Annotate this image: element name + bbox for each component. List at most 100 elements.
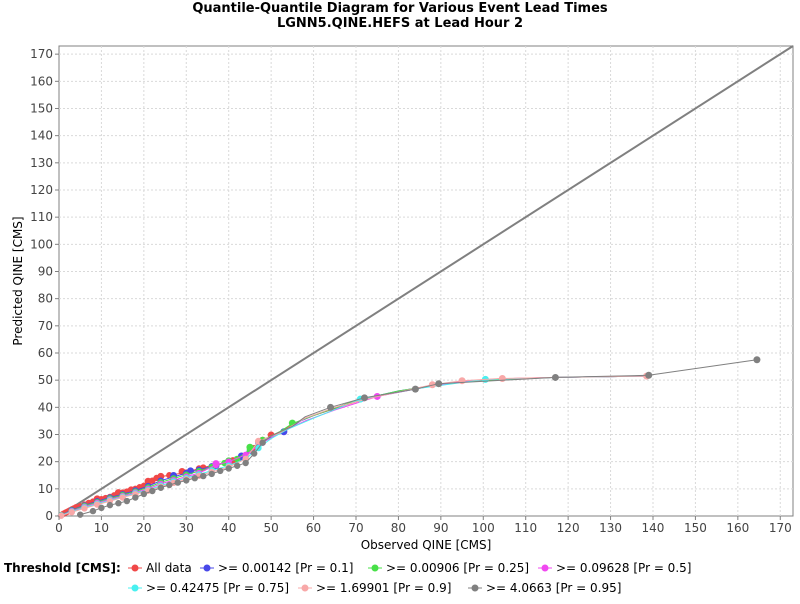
legend-label: >= 0.00142 [Pr = 0.1] bbox=[218, 561, 353, 575]
data-point bbox=[68, 508, 75, 516]
data-point bbox=[246, 443, 254, 451]
legend-label: >= 0.42475 [Pr = 0.75] bbox=[146, 581, 289, 595]
x-tick-label: 10 bbox=[94, 521, 109, 535]
x-tick-label: 30 bbox=[179, 521, 194, 535]
legend-item: All data bbox=[128, 561, 192, 575]
series-layer bbox=[57, 356, 761, 519]
x-tick-label: 110 bbox=[514, 521, 537, 535]
data-point bbox=[81, 505, 88, 512]
legend-label: >= 0.09628 [Pr = 0.5] bbox=[556, 561, 691, 575]
legend-marker bbox=[541, 564, 549, 572]
y-tick-label: 140 bbox=[30, 129, 53, 143]
y-tick-label: 0 bbox=[45, 509, 53, 523]
legend-item: >= 0.00906 [Pr = 0.25] bbox=[368, 561, 529, 575]
legend-title: Threshold [CMS]: bbox=[4, 561, 121, 575]
y-tick-label: 110 bbox=[30, 210, 53, 224]
legend-item: >= 1.69901 [Pr = 0.9] bbox=[298, 581, 451, 595]
x-tick-label: 90 bbox=[433, 521, 448, 535]
data-point bbox=[233, 462, 241, 469]
y-tick-label: 90 bbox=[38, 264, 53, 278]
legend-marker bbox=[471, 584, 479, 592]
data-point bbox=[166, 481, 173, 489]
data-point bbox=[435, 380, 443, 388]
legend-item: >= 0.00142 [Pr = 0.1] bbox=[200, 561, 353, 575]
y-tick-label: 50 bbox=[38, 373, 53, 387]
x-tick-label: 0 bbox=[55, 521, 63, 535]
data-point bbox=[119, 494, 126, 501]
x-tick-label: 170 bbox=[769, 521, 792, 535]
data-point bbox=[225, 465, 232, 472]
data-point bbox=[259, 439, 266, 446]
data-point bbox=[411, 385, 419, 393]
data-point bbox=[217, 467, 224, 475]
legend-label: All data bbox=[146, 561, 192, 575]
data-point bbox=[250, 450, 258, 457]
y-tick-label: 120 bbox=[30, 183, 53, 197]
data-point bbox=[551, 373, 559, 381]
y-axis-label: Predicted QINE [CMS] bbox=[11, 216, 25, 345]
y-tick-label: 40 bbox=[38, 400, 53, 414]
y-tick-label: 170 bbox=[30, 47, 53, 61]
y-tick-label: 150 bbox=[30, 101, 53, 115]
y-tick-label: 10 bbox=[38, 482, 53, 496]
x-tick-label: 40 bbox=[221, 521, 236, 535]
x-tick-label: 140 bbox=[642, 521, 665, 535]
y-tick-label: 20 bbox=[38, 455, 53, 469]
data-point bbox=[115, 500, 122, 507]
legend-marker bbox=[301, 584, 309, 592]
perfect-diagonal-line bbox=[58, 45, 794, 517]
data-point bbox=[144, 477, 152, 485]
x-tick-label: 150 bbox=[684, 521, 707, 535]
data-point bbox=[174, 479, 181, 486]
y-tick-label: 160 bbox=[30, 74, 53, 88]
diagonal-layer bbox=[58, 45, 794, 517]
legend: All data >= 0.00142 [Pr = 0.1] >= 0.00906 … bbox=[128, 561, 691, 595]
data-point bbox=[208, 470, 215, 478]
y-tick-label: 100 bbox=[30, 237, 53, 251]
data-point bbox=[458, 377, 466, 385]
y-tick-label: 60 bbox=[38, 346, 53, 360]
legend-item: >= 0.42475 [Pr = 0.75] bbox=[128, 581, 289, 595]
tick-labels: 0 10 20 30 40 50 60 70 80 90 100 110 120 130 140 150 160… bbox=[30, 47, 792, 535]
x-tick-label: 60 bbox=[306, 521, 321, 535]
legend-marker bbox=[371, 564, 379, 572]
legend-item: >= 4.0663 [Pr = 0.95] bbox=[468, 581, 621, 595]
data-point bbox=[89, 507, 97, 515]
y-tick-label: 30 bbox=[38, 427, 53, 441]
y-tick-label: 130 bbox=[30, 156, 53, 170]
data-point bbox=[123, 497, 131, 505]
data-point bbox=[132, 494, 139, 501]
legend-marker bbox=[131, 584, 139, 592]
chart-title: Quantile-Quantile Diagram for Various Ev… bbox=[192, 1, 608, 16]
x-tick-label: 120 bbox=[557, 521, 580, 535]
data-point bbox=[753, 356, 761, 364]
x-tick-label: 100 bbox=[472, 521, 495, 535]
data-point bbox=[149, 487, 156, 495]
legend-marker bbox=[203, 564, 211, 572]
y-tick-label: 80 bbox=[38, 292, 53, 306]
x-tick-label: 130 bbox=[599, 521, 622, 535]
data-point bbox=[157, 484, 165, 491]
data-point bbox=[106, 501, 114, 509]
x-tick-label: 50 bbox=[263, 521, 278, 535]
data-point bbox=[57, 512, 65, 519]
chart-subtitle: LGNN5.QINE.HEFS at Lead Hour 2 bbox=[277, 16, 523, 31]
x-tick-label: 80 bbox=[391, 521, 406, 535]
x-axis-label: Observed QINE [CMS] bbox=[361, 538, 492, 552]
legend-label: >= 1.69901 [Pr = 0.9] bbox=[316, 581, 451, 595]
data-point bbox=[242, 459, 249, 467]
data-point bbox=[498, 375, 506, 383]
data-point bbox=[98, 504, 105, 512]
data-point bbox=[200, 472, 207, 480]
y-tick-label: 70 bbox=[38, 319, 53, 333]
data-point bbox=[645, 371, 653, 379]
data-point bbox=[327, 403, 335, 411]
legend-item: >= 0.09628 [Pr = 0.5] bbox=[538, 561, 691, 575]
x-tick-label: 160 bbox=[726, 521, 749, 535]
data-point bbox=[212, 460, 220, 468]
legend-marker bbox=[131, 564, 139, 572]
data-point bbox=[360, 394, 368, 402]
data-point bbox=[77, 511, 84, 518]
legend-label: >= 0.00906 [Pr = 0.25] bbox=[386, 561, 529, 575]
